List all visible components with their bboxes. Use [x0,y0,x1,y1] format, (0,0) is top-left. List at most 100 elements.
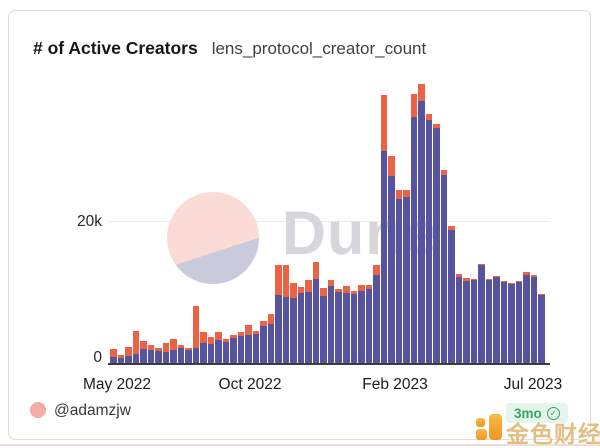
bar-week-45 [440,170,448,364]
bar-segment-orange [117,354,125,359]
bar-week-26 [297,286,305,364]
bar-week-47 [455,273,463,364]
bar-segment-orange [290,283,297,298]
bar-week-43 [425,114,433,364]
bar-week-19 [245,325,252,364]
bar-week-20 [252,330,260,364]
bar-segment-purple [493,276,500,364]
chart-header: # of Active Creators lens_protocol_creato… [33,38,426,59]
bar-segment-orange [125,347,132,357]
bar-week-40 [403,190,410,364]
bar-week-52 [493,276,500,364]
query-name: lens_protocol_creator_count [211,39,427,58]
bar-segment-orange [267,314,275,325]
bar-segment-purple [200,343,207,364]
bar-week-58 [538,294,545,364]
bar-segment-purple [515,281,523,364]
bar-week-35 [365,285,373,364]
bar-segment-purple [500,281,508,364]
bar-segment-orange [185,347,192,350]
bar-segment-orange [365,285,373,289]
bar-segment-orange [425,114,433,120]
bar-segment-purple [327,285,335,364]
bar-segment-orange [523,272,530,276]
bar-segment-purple [433,128,440,364]
bar-segment-orange [530,274,538,278]
bar-segment-purple [335,292,342,364]
bar-segment-orange [358,285,365,291]
bar-week-9 [170,339,177,364]
bar-segment-purple [237,335,245,364]
bar-week-18 [237,332,245,364]
bar-segment-orange [155,347,162,352]
bar-segment-orange [395,190,403,199]
bar-segment-purple [125,356,132,364]
bar-segment-orange [388,156,395,176]
x-tick-feb-2023: Feb 2023 [362,376,428,393]
bar-segment-purple [215,339,222,364]
dune-logo-watermark [167,192,259,284]
x-tick-oct-2022: Oct 2022 [218,376,282,393]
bar-week-50 [478,263,485,364]
bar-segment-purple [185,349,192,364]
bar-week-12 [192,305,200,364]
bar-week-22 [267,314,275,364]
bar-week-56 [523,272,530,364]
bar-week-3 [125,347,132,364]
bar-segment-purple [342,293,350,364]
bar-segment-purple [418,101,425,364]
bar-week-48 [463,278,470,364]
bar-segment-purple [117,358,125,364]
bar-segment-purple [267,324,275,364]
bar-segment-orange [410,94,418,117]
author-handle-link[interactable]: @adamzjw [54,402,131,419]
bar-segment-purple [523,275,530,364]
bar-segment-purple [192,347,200,364]
bar-segment-purple [320,295,327,364]
bar-week-33 [350,290,358,364]
bar-week-51 [485,278,493,364]
bar-segment-orange [222,339,230,342]
data-age-badge[interactable]: 3mo ✓ [506,403,568,423]
bar-segment-purple [132,354,140,364]
bar-segment-orange [245,325,252,335]
bar-segment-purple [365,288,373,364]
y-tick-20k: 20k [77,213,102,230]
bar-week-36 [373,265,380,364]
bar-segment-purple [170,349,177,364]
bar-segment-purple [297,293,305,364]
bar-week-23 [275,265,282,364]
y-tick-0: 0 [93,349,102,366]
bar-segment-purple [395,198,403,364]
jinse-watermark-text: 金色财经 [506,421,600,447]
bar-week-7 [155,347,162,364]
bar-week-2 [117,354,125,364]
bar-segment-purple [478,264,485,364]
bar-segment-purple [410,116,418,364]
bar-segment-orange [350,290,358,295]
x-tick-jul-2023: Jul 2023 [503,376,563,393]
bar-segment-orange [373,265,380,276]
bar-week-25 [290,283,297,364]
bar-week-38 [388,156,395,364]
bar-segment-orange [470,278,478,280]
bar-week-39 [395,190,403,364]
bar-segment-purple [140,349,147,364]
chart-card: # of Active Creators lens_protocol_creato… [8,10,591,440]
bar-week-5 [140,341,147,364]
bar-week-11 [185,347,192,364]
bar-segment-purple [162,351,170,364]
bar-segment-orange [485,278,493,280]
x-axis-line [108,363,550,365]
bar-week-21 [260,320,267,364]
bar-segment-orange [260,320,267,327]
bar-week-49 [470,278,478,364]
bar-segment-orange [440,170,448,176]
bar-segment-purple [388,175,395,364]
bar-segment-orange [403,190,410,198]
bar-segment-orange [200,332,207,344]
bar-segment-orange [110,349,117,357]
bar-week-46 [448,226,455,364]
bar-week-32 [342,285,350,364]
bar-segment-orange [305,280,312,292]
